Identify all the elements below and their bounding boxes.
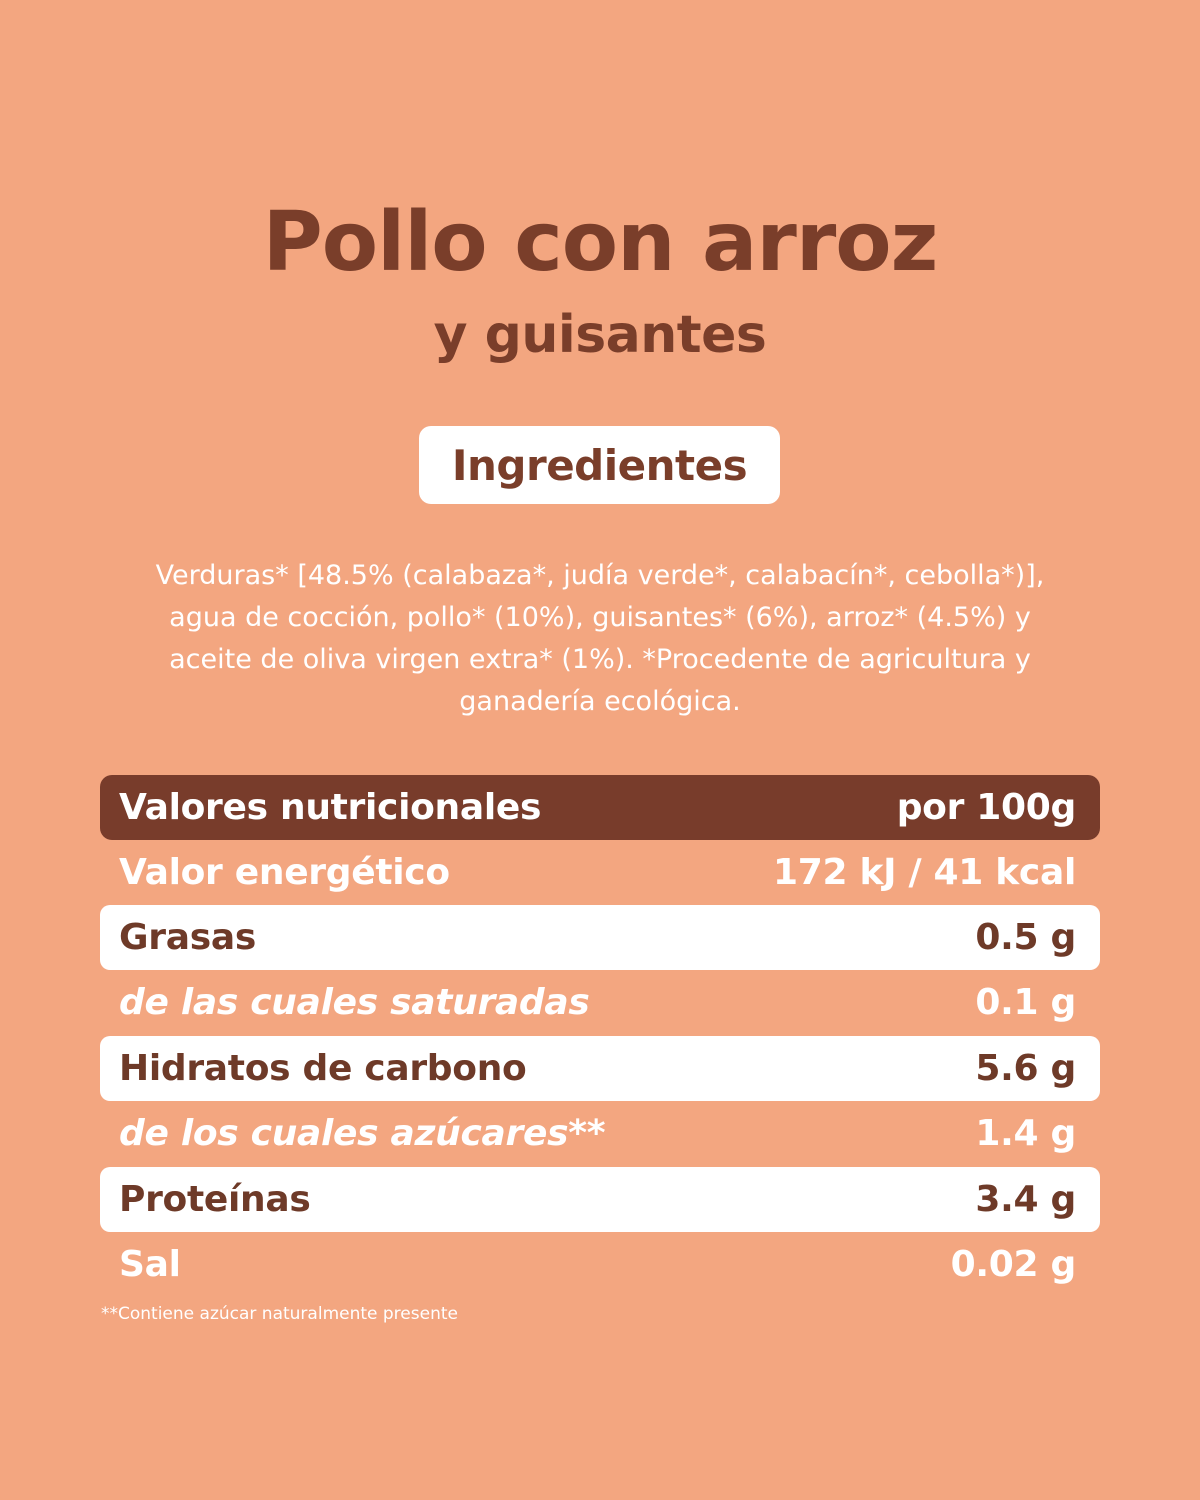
nutrition-row-value: 1.4 g [975, 1113, 1076, 1154]
nutrition-row-label: de los cuales azúcares** [119, 1113, 606, 1154]
ingredients-badge-label: Ingredientes [451, 440, 748, 490]
nutrition-row-label: Valor energético [119, 852, 450, 893]
nutrition-row-protein: Proteínas 3.4 g [100, 1167, 1100, 1232]
nutrition-row-carbohydrates: Hidratos de carbono 5.6 g [100, 1036, 1100, 1101]
nutrition-row-label: Sal [119, 1244, 181, 1285]
ingredients-text: Verduras* [48.5% (calabaza*, judía verde… [110, 555, 1090, 723]
nutrition-row-value: 0.5 g [975, 917, 1076, 958]
nutrition-row-label: de las cuales saturadas [119, 982, 590, 1023]
nutrition-row-value: 0.1 g [975, 982, 1076, 1023]
nutrition-row-value: 0.02 g [950, 1244, 1077, 1285]
product-title: Pollo con arroz [262, 195, 939, 290]
nutrition-row-value: 172 kJ / 41 kcal [773, 852, 1076, 893]
nutrition-row-sugars: de los cuales azúcares** 1.4 g [100, 1101, 1100, 1166]
nutrition-row-value: 3.4 g [975, 1179, 1076, 1220]
ingredients-line: aceite de oliva virgen extra* (1%). *Pro… [169, 644, 1031, 675]
nutrition-row-value: 5.6 g [975, 1048, 1076, 1089]
product-subtitle: y guisantes [433, 305, 767, 365]
nutrition-row-label: Proteínas [119, 1179, 311, 1220]
ingredients-line: Verduras* [48.5% (calabaza*, judía verde… [155, 560, 1045, 591]
nutrition-row-energy: Valor energético 172 kJ / 41 kcal [100, 840, 1100, 905]
nutrition-row-label: Grasas [119, 917, 256, 958]
nutrition-row-saturated: de las cuales saturadas 0.1 g [100, 970, 1100, 1035]
ingredients-line: ganadería ecológica. [459, 686, 741, 717]
sugar-footnote: **Contiene azúcar naturalmente presente [101, 1304, 458, 1324]
nutrition-row-label: Hidratos de carbono [119, 1048, 527, 1089]
nutrition-row-fat: Grasas 0.5 g [100, 905, 1100, 970]
nutrition-header: Valores nutricionales por 100g [100, 775, 1100, 840]
ingredients-badge: Ingredientes [419, 426, 780, 504]
ingredients-line: agua de cocción, pollo* (10%), guisantes… [169, 602, 1031, 633]
nutrition-header-value: por 100g [896, 787, 1077, 828]
nutrition-header-label: Valores nutricionales [119, 787, 542, 828]
nutrition-row-salt: Sal 0.02 g [100, 1232, 1100, 1297]
